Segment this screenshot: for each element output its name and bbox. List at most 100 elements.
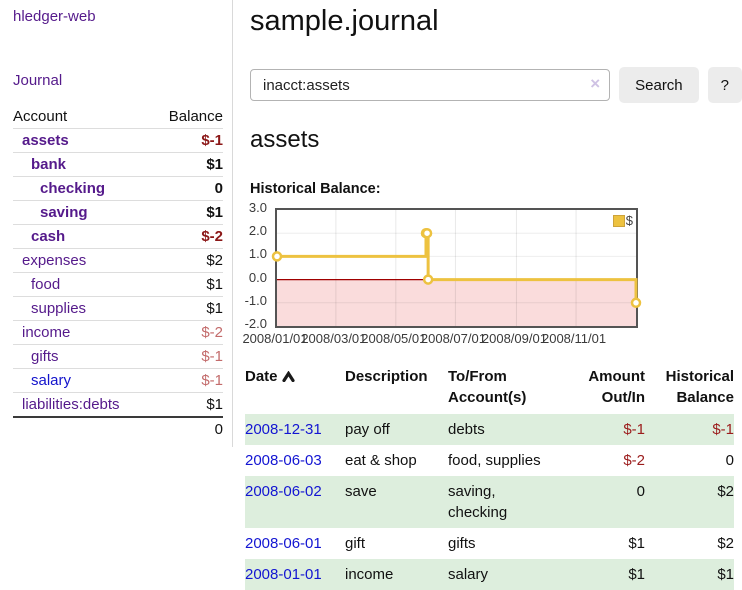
amount-cell: $1 bbox=[628, 566, 645, 583]
account-link[interactable]: liabilities:debts bbox=[22, 396, 120, 413]
date-link[interactable]: 2008-06-03 bbox=[245, 452, 322, 469]
legend-swatch-icon bbox=[612, 214, 625, 227]
account-link[interactable]: food bbox=[31, 276, 61, 293]
historical-balance-cell: 0 bbox=[725, 452, 734, 469]
historical-balance-cell: $1 bbox=[717, 566, 734, 583]
date-cell: 2008-06-01 bbox=[245, 528, 345, 559]
register-header-row: Date Description To/From Account(s) Amou… bbox=[245, 362, 734, 414]
y-axis-tick-label: 0.0 bbox=[248, 269, 267, 285]
account-row: assets $-1 bbox=[13, 128, 223, 153]
account-balance: $1 bbox=[152, 200, 223, 225]
register-row: 2008-06-03 eat & shop food, supplies $-2 0 bbox=[245, 445, 734, 476]
account-row: bank $1 bbox=[13, 152, 223, 177]
total-row: 0 bbox=[13, 416, 223, 441]
description-cell: income bbox=[345, 566, 394, 583]
date-link[interactable]: 2008-06-01 bbox=[245, 535, 322, 552]
data-point-marker bbox=[271, 251, 283, 262]
brand-link[interactable]: hledger-web bbox=[13, 8, 96, 25]
register-row: 2008-06-01 gift gifts $1 $2 bbox=[245, 528, 734, 559]
chart-title: Historical Balance: bbox=[250, 181, 381, 197]
account-row: liabilities:debts $1 bbox=[13, 392, 223, 417]
data-point-marker bbox=[421, 227, 433, 239]
account-balance: 0 bbox=[152, 176, 223, 201]
accounts-header-row: Account Balance bbox=[13, 105, 223, 129]
account-balance: $1 bbox=[152, 392, 223, 417]
account-balance: $-1 bbox=[152, 344, 223, 369]
nav-journal-link[interactable]: Journal bbox=[13, 72, 63, 89]
sort-ascending-icon bbox=[281, 370, 295, 383]
data-point-marker bbox=[630, 297, 642, 309]
date-link[interactable]: 2008-12-31 bbox=[245, 421, 322, 438]
description-cell: pay off bbox=[345, 421, 390, 438]
date-cell: 2008-12-31 bbox=[245, 414, 345, 445]
search-bar: × Search ? bbox=[250, 67, 742, 103]
account-balance: $-1 bbox=[152, 368, 223, 393]
balance-chart: $ 3.0 2.0 1.0 0.0 -1.0 -2.0 2008/01/01 2008/03/… bbox=[242, 200, 742, 346]
register-row: 2008-06-02 save saving, checking 0 $2 bbox=[245, 476, 734, 528]
historical-balance-cell: $-1 bbox=[712, 421, 734, 438]
accounts-cell: gifts bbox=[448, 535, 476, 552]
account-link[interactable]: assets bbox=[22, 132, 69, 149]
accounts-cell: food, supplies bbox=[448, 452, 541, 469]
accounts-balance-table: Account Balance assets $-1 bank $1 checking 0… bbox=[13, 105, 223, 441]
account-link[interactable]: supplies bbox=[31, 300, 87, 317]
account-column-header: Account bbox=[13, 108, 68, 125]
account-row: income $-2 bbox=[13, 320, 223, 345]
description-cell: eat & shop bbox=[345, 452, 417, 469]
account-row: cash $-2 bbox=[13, 224, 223, 249]
help-button[interactable]: ? bbox=[707, 67, 742, 103]
date-cell: 2008-06-03 bbox=[245, 445, 345, 476]
account-balance: $2 bbox=[152, 248, 223, 273]
register-header-historical: Historical Balance bbox=[665, 368, 734, 406]
date-link[interactable]: 2008-06-02 bbox=[245, 483, 322, 500]
account-link[interactable]: cash bbox=[31, 228, 66, 245]
x-axis-tick-label: 2008/03/01 bbox=[301, 331, 367, 346]
account-balance: $1 bbox=[152, 296, 223, 321]
search-input[interactable] bbox=[250, 69, 611, 101]
account-balance: $-2 bbox=[152, 224, 223, 249]
clear-search-icon[interactable]: × bbox=[590, 74, 601, 93]
chart-legend: $ bbox=[612, 213, 633, 228]
account-row: salary $-1 bbox=[13, 368, 223, 393]
total-balance: 0 bbox=[152, 416, 223, 441]
historical-balance-cell: $2 bbox=[717, 535, 734, 552]
description-cell: gift bbox=[345, 535, 366, 552]
account-balance: $1 bbox=[152, 272, 223, 297]
description-cell: save bbox=[345, 483, 377, 500]
account-row: expenses $2 bbox=[13, 248, 223, 273]
account-link[interactable]: bank bbox=[31, 156, 67, 173]
y-axis-tick-label: 2.0 bbox=[248, 223, 267, 239]
register-header-date[interactable]: Date bbox=[245, 362, 345, 414]
y-axis-tick-label: -2.0 bbox=[244, 316, 267, 331]
account-link[interactable]: income bbox=[22, 324, 71, 341]
search-button[interactable]: Search bbox=[619, 67, 699, 103]
amount-cell: $-2 bbox=[623, 452, 645, 469]
y-axis-tick-label: 1.0 bbox=[248, 246, 267, 262]
account-link[interactable]: checking bbox=[40, 180, 106, 197]
account-row: checking 0 bbox=[13, 176, 223, 201]
account-link[interactable]: gifts bbox=[31, 348, 59, 365]
legend-label: $ bbox=[625, 213, 633, 228]
x-axis-tick-label: 2008/07/01 bbox=[420, 331, 486, 346]
register-row: 2008-01-01 income salary $1 $1 bbox=[245, 559, 734, 590]
register-header-accounts: To/From Account(s) bbox=[448, 368, 527, 406]
register-table: Date Description To/From Account(s) Amou… bbox=[245, 362, 734, 590]
account-link[interactable]: saving bbox=[40, 204, 88, 221]
date-link[interactable]: 2008-01-01 bbox=[245, 566, 322, 583]
balance-line-chart bbox=[271, 210, 642, 326]
sidebar: hledger-web Journal Account Balance asse… bbox=[0, 0, 233, 447]
balance-column-header: Balance bbox=[168, 108, 223, 125]
date-cell: 2008-06-02 bbox=[245, 476, 345, 528]
chart-plot-area: $ bbox=[271, 208, 642, 328]
account-balance: $-2 bbox=[152, 320, 223, 345]
accounts-cell: debts bbox=[448, 421, 485, 438]
x-axis-tick-label: 2008/05/01 bbox=[361, 331, 427, 346]
account-link[interactable]: expenses bbox=[22, 252, 87, 269]
x-axis-tick-label: 2008/11/01 bbox=[541, 331, 607, 346]
accounts-cell: salary bbox=[448, 566, 489, 583]
account-balance: $1 bbox=[152, 152, 223, 177]
date-cell: 2008-01-01 bbox=[245, 559, 345, 590]
account-link[interactable]: salary bbox=[31, 372, 72, 389]
x-axis-tick-label: 2008/01/01 bbox=[242, 331, 308, 346]
register-header-description: Description bbox=[345, 368, 428, 385]
